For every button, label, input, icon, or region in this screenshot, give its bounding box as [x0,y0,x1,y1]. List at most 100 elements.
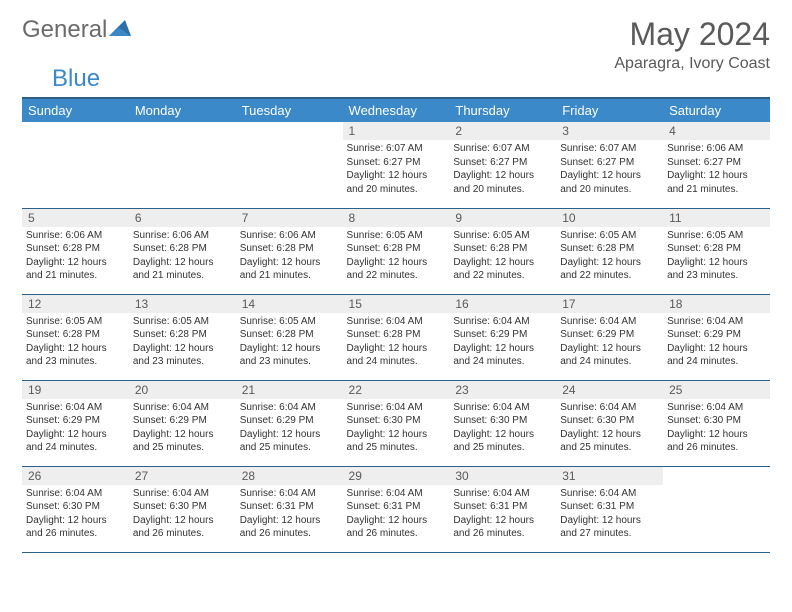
day-number: 12 [22,295,129,313]
day-number: 27 [129,467,236,485]
day-number [663,467,770,471]
day-details: Sunrise: 6:04 AM Sunset: 6:29 PM Dayligh… [663,313,770,373]
weekday-header-row: Sunday Monday Tuesday Wednesday Thursday… [22,98,770,122]
calendar-cell [236,122,343,208]
day-number: 17 [556,295,663,313]
day-number [236,122,343,126]
day-number: 29 [343,467,450,485]
day-details: Sunrise: 6:04 AM Sunset: 6:29 PM Dayligh… [449,313,556,373]
logo-triangle-icon [109,18,135,43]
calendar-cell: 7Sunrise: 6:06 AM Sunset: 6:28 PM Daylig… [236,208,343,294]
calendar-cell: 8Sunrise: 6:05 AM Sunset: 6:28 PM Daylig… [343,208,450,294]
day-details: Sunrise: 6:04 AM Sunset: 6:29 PM Dayligh… [22,399,129,459]
day-number: 15 [343,295,450,313]
calendar-cell: 4Sunrise: 6:06 AM Sunset: 6:27 PM Daylig… [663,122,770,208]
calendar-cell [22,122,129,208]
day-details: Sunrise: 6:06 AM Sunset: 6:28 PM Dayligh… [129,227,236,287]
calendar-cell [663,466,770,552]
calendar-cell: 31Sunrise: 6:04 AM Sunset: 6:31 PM Dayli… [556,466,663,552]
calendar-cell: 28Sunrise: 6:04 AM Sunset: 6:31 PM Dayli… [236,466,343,552]
day-number: 25 [663,381,770,399]
weekday-header: Friday [556,98,663,122]
month-title: May 2024 [614,16,770,53]
calendar-cell: 19Sunrise: 6:04 AM Sunset: 6:29 PM Dayli… [22,380,129,466]
day-details: Sunrise: 6:04 AM Sunset: 6:30 PM Dayligh… [22,485,129,545]
day-details: Sunrise: 6:04 AM Sunset: 6:30 PM Dayligh… [663,399,770,459]
day-details: Sunrise: 6:04 AM Sunset: 6:31 PM Dayligh… [556,485,663,545]
calendar-cell: 17Sunrise: 6:04 AM Sunset: 6:29 PM Dayli… [556,294,663,380]
calendar-cell: 24Sunrise: 6:04 AM Sunset: 6:30 PM Dayli… [556,380,663,466]
calendar-cell: 20Sunrise: 6:04 AM Sunset: 6:29 PM Dayli… [129,380,236,466]
weekday-header: Monday [129,98,236,122]
day-number: 23 [449,381,556,399]
day-details: Sunrise: 6:04 AM Sunset: 6:29 PM Dayligh… [236,399,343,459]
calendar-cell: 27Sunrise: 6:04 AM Sunset: 6:30 PM Dayli… [129,466,236,552]
day-details: Sunrise: 6:07 AM Sunset: 6:27 PM Dayligh… [343,140,450,200]
day-details: Sunrise: 6:07 AM Sunset: 6:27 PM Dayligh… [556,140,663,200]
day-number: 8 [343,209,450,227]
day-details: Sunrise: 6:06 AM Sunset: 6:28 PM Dayligh… [236,227,343,287]
calendar-row: 1Sunrise: 6:07 AM Sunset: 6:27 PM Daylig… [22,122,770,208]
calendar-cell: 29Sunrise: 6:04 AM Sunset: 6:31 PM Dayli… [343,466,450,552]
day-number: 18 [663,295,770,313]
day-details: Sunrise: 6:04 AM Sunset: 6:30 PM Dayligh… [343,399,450,459]
day-details: Sunrise: 6:06 AM Sunset: 6:27 PM Dayligh… [663,140,770,200]
calendar-row: 26Sunrise: 6:04 AM Sunset: 6:30 PM Dayli… [22,466,770,552]
day-number: 31 [556,467,663,485]
calendar-cell: 5Sunrise: 6:06 AM Sunset: 6:28 PM Daylig… [22,208,129,294]
day-number: 14 [236,295,343,313]
day-number: 13 [129,295,236,313]
day-details: Sunrise: 6:04 AM Sunset: 6:30 PM Dayligh… [556,399,663,459]
day-details: Sunrise: 6:04 AM Sunset: 6:31 PM Dayligh… [343,485,450,545]
calendar-cell: 11Sunrise: 6:05 AM Sunset: 6:28 PM Dayli… [663,208,770,294]
calendar-cell: 23Sunrise: 6:04 AM Sunset: 6:30 PM Dayli… [449,380,556,466]
calendar-cell: 22Sunrise: 6:04 AM Sunset: 6:30 PM Dayli… [343,380,450,466]
day-details: Sunrise: 6:07 AM Sunset: 6:27 PM Dayligh… [449,140,556,200]
day-number: 30 [449,467,556,485]
calendar-cell: 10Sunrise: 6:05 AM Sunset: 6:28 PM Dayli… [556,208,663,294]
calendar-cell: 14Sunrise: 6:05 AM Sunset: 6:28 PM Dayli… [236,294,343,380]
day-details: Sunrise: 6:04 AM Sunset: 6:28 PM Dayligh… [343,313,450,373]
day-number: 5 [22,209,129,227]
calendar-cell: 18Sunrise: 6:04 AM Sunset: 6:29 PM Dayli… [663,294,770,380]
day-details: Sunrise: 6:04 AM Sunset: 6:29 PM Dayligh… [556,313,663,373]
day-details: Sunrise: 6:05 AM Sunset: 6:28 PM Dayligh… [22,313,129,373]
day-number: 6 [129,209,236,227]
day-number: 26 [22,467,129,485]
day-number [129,122,236,126]
day-number: 7 [236,209,343,227]
day-details: Sunrise: 6:04 AM Sunset: 6:31 PM Dayligh… [449,485,556,545]
day-details: Sunrise: 6:06 AM Sunset: 6:28 PM Dayligh… [22,227,129,287]
day-number: 16 [449,295,556,313]
day-number: 24 [556,381,663,399]
day-number: 1 [343,122,450,140]
calendar-cell: 25Sunrise: 6:04 AM Sunset: 6:30 PM Dayli… [663,380,770,466]
calendar-cell: 30Sunrise: 6:04 AM Sunset: 6:31 PM Dayli… [449,466,556,552]
day-details: Sunrise: 6:05 AM Sunset: 6:28 PM Dayligh… [236,313,343,373]
day-details: Sunrise: 6:05 AM Sunset: 6:28 PM Dayligh… [449,227,556,287]
calendar-row: 5Sunrise: 6:06 AM Sunset: 6:28 PM Daylig… [22,208,770,294]
day-details: Sunrise: 6:05 AM Sunset: 6:28 PM Dayligh… [663,227,770,287]
day-number: 22 [343,381,450,399]
calendar-cell: 26Sunrise: 6:04 AM Sunset: 6:30 PM Dayli… [22,466,129,552]
calendar-row: 12Sunrise: 6:05 AM Sunset: 6:28 PM Dayli… [22,294,770,380]
day-details: Sunrise: 6:04 AM Sunset: 6:29 PM Dayligh… [129,399,236,459]
logo: General [22,16,137,44]
calendar-cell: 12Sunrise: 6:05 AM Sunset: 6:28 PM Dayli… [22,294,129,380]
calendar-row: 19Sunrise: 6:04 AM Sunset: 6:29 PM Dayli… [22,380,770,466]
day-number: 4 [663,122,770,140]
day-number: 3 [556,122,663,140]
calendar-cell: 1Sunrise: 6:07 AM Sunset: 6:27 PM Daylig… [343,122,450,208]
calendar-cell: 21Sunrise: 6:04 AM Sunset: 6:29 PM Dayli… [236,380,343,466]
day-number: 21 [236,381,343,399]
calendar-cell: 2Sunrise: 6:07 AM Sunset: 6:27 PM Daylig… [449,122,556,208]
weekday-header: Tuesday [236,98,343,122]
calendar-cell: 13Sunrise: 6:05 AM Sunset: 6:28 PM Dayli… [129,294,236,380]
calendar-cell: 9Sunrise: 6:05 AM Sunset: 6:28 PM Daylig… [449,208,556,294]
day-details: Sunrise: 6:04 AM Sunset: 6:30 PM Dayligh… [449,399,556,459]
day-number: 2 [449,122,556,140]
day-number: 9 [449,209,556,227]
day-details: Sunrise: 6:04 AM Sunset: 6:30 PM Dayligh… [129,485,236,545]
calendar-cell: 6Sunrise: 6:06 AM Sunset: 6:28 PM Daylig… [129,208,236,294]
calendar-cell: 16Sunrise: 6:04 AM Sunset: 6:29 PM Dayli… [449,294,556,380]
